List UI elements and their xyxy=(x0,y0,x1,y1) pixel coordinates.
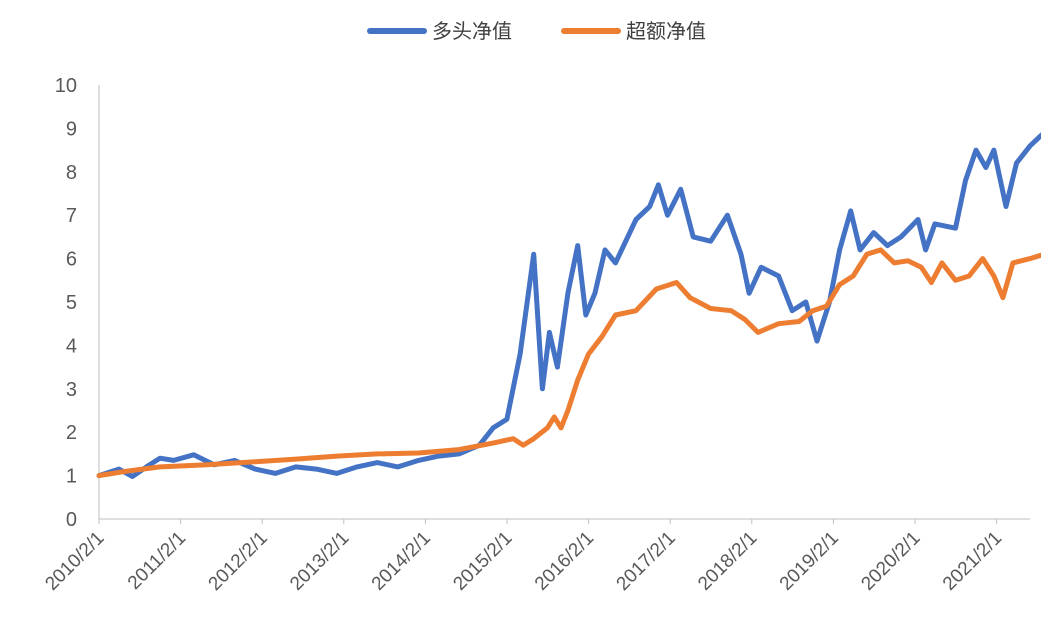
x-tick-label: 2012/2/1 xyxy=(205,528,272,595)
series-line-excess xyxy=(96,247,1041,479)
x-axis: 2010/2/1 2011/2/1 2012/2/1 2013/2/1 2014/2/1… xyxy=(41,518,1030,595)
y-tick-label: 10 xyxy=(55,75,77,97)
y-tick-label: 4 xyxy=(66,335,77,357)
x-tick-label: 2017/2/1 xyxy=(613,528,680,595)
x-tick-label: 2016/2/1 xyxy=(531,528,598,595)
legend: 多头净值 超额净值 xyxy=(367,20,706,43)
y-tick-label: 9 xyxy=(66,118,77,140)
x-tick-label: 2020/2/1 xyxy=(857,528,924,595)
x-tick-label: 2010/2/1 xyxy=(41,528,108,595)
x-tick-label: 2013/2/1 xyxy=(286,528,353,595)
series-line-long xyxy=(96,132,1041,479)
y-tick-label: 6 xyxy=(66,249,77,271)
legend-label-excess: 超额净值 xyxy=(626,20,706,43)
y-tick-label: 7 xyxy=(66,205,77,227)
y-tick-label: 2 xyxy=(66,422,77,444)
x-tick-label: 2015/2/1 xyxy=(449,528,516,595)
x-tick-label: 2011/2/1 xyxy=(124,528,190,594)
x-tick-label: 2014/2/1 xyxy=(368,528,435,595)
x-tick-label: 2018/2/1 xyxy=(694,528,761,595)
y-axis: 0 1 2 3 4 5 6 7 8 9 10 xyxy=(55,75,100,531)
x-tick-label: 2021/2/1 xyxy=(939,528,1006,595)
y-tick-label: 1 xyxy=(66,466,77,488)
y-tick-label: 0 xyxy=(66,509,77,531)
legend-label-long: 多头净值 xyxy=(432,20,512,43)
series-layer xyxy=(96,132,1041,479)
x-tick-label: 2019/2/1 xyxy=(776,528,843,595)
y-tick-label: 5 xyxy=(66,292,77,314)
y-tick-label: 8 xyxy=(66,162,77,184)
y-tick-label: 3 xyxy=(66,379,77,401)
